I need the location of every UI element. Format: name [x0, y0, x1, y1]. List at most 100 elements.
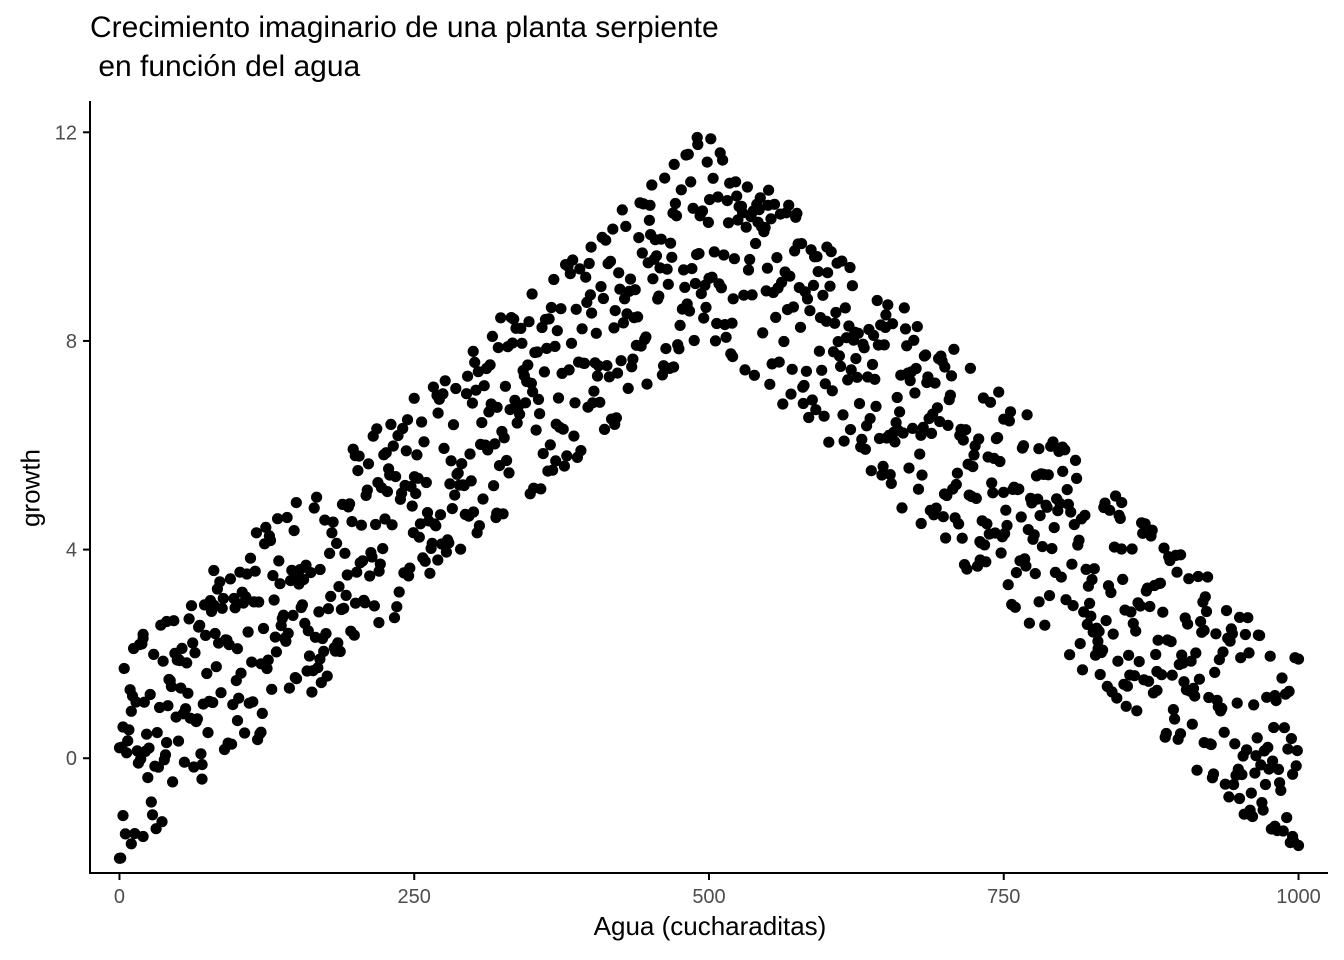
data-point [1133, 656, 1145, 668]
data-point [281, 511, 293, 524]
data-point [685, 176, 697, 188]
data-point [721, 195, 733, 207]
data-point [366, 551, 378, 563]
data-point [1251, 732, 1263, 744]
data-point [137, 830, 149, 843]
data-point [332, 637, 344, 649]
data-point [817, 289, 829, 301]
data-point [1104, 504, 1116, 516]
data-point [583, 257, 595, 270]
data-point [974, 554, 986, 566]
data-point [865, 465, 877, 477]
data-point [250, 527, 262, 539]
data-point [968, 449, 980, 461]
data-point [616, 204, 628, 216]
data-point [217, 592, 229, 605]
data-point [1039, 619, 1051, 631]
data-point [973, 433, 985, 445]
data-point [1114, 512, 1126, 525]
data-point [591, 370, 604, 382]
data-point [142, 772, 154, 784]
data-point [1066, 558, 1078, 570]
data-point [446, 503, 458, 515]
data-point [1248, 699, 1260, 711]
data-point [514, 408, 526, 420]
data-point [601, 360, 613, 372]
data-point [1116, 497, 1128, 509]
data-point [452, 467, 464, 479]
data-point [604, 255, 617, 267]
data-point [620, 220, 632, 232]
data-point [306, 686, 318, 698]
data-point [776, 276, 788, 288]
data-point [327, 516, 339, 528]
data-point [937, 511, 949, 523]
x-tick-label: 500 [692, 886, 725, 908]
data-point [929, 377, 941, 389]
data-point [1115, 543, 1128, 555]
data-point [1146, 524, 1158, 536]
data-point [262, 654, 274, 666]
data-point [731, 190, 743, 202]
data-point [691, 131, 703, 144]
data-point [444, 478, 456, 490]
data-point [465, 475, 477, 487]
data-point [665, 237, 677, 249]
data-point [765, 213, 777, 225]
data-point [1093, 625, 1105, 638]
data-point [609, 305, 621, 317]
data-point [644, 199, 656, 211]
data-point [552, 392, 565, 404]
data-point [586, 307, 598, 319]
data-point [331, 537, 343, 550]
data-point [516, 337, 528, 349]
data-point [538, 366, 551, 378]
data-point [633, 232, 645, 244]
data-point [688, 334, 700, 347]
data-point [545, 301, 558, 314]
data-point [740, 221, 752, 233]
data-point [196, 773, 208, 785]
data-point [993, 386, 1005, 398]
data-point [544, 439, 556, 451]
data-point [1226, 628, 1238, 640]
data-point [981, 518, 993, 530]
data-point [594, 396, 606, 408]
data-point [1017, 440, 1030, 452]
data-point [491, 401, 503, 413]
data-point [1166, 669, 1178, 681]
data-point [741, 181, 754, 193]
data-point [1174, 728, 1187, 740]
data-point [1220, 605, 1233, 617]
data-point [341, 569, 353, 581]
data-point [411, 449, 423, 461]
data-point [1156, 669, 1168, 681]
data-point [455, 543, 467, 555]
data-point [489, 438, 501, 450]
data-point [1259, 778, 1272, 791]
data-point [796, 238, 808, 250]
data-point [511, 417, 523, 429]
data-point [1198, 624, 1210, 637]
data-point [1229, 738, 1241, 750]
data-point [1067, 600, 1079, 612]
data-point [195, 748, 207, 760]
data-point [574, 263, 586, 275]
data-point [1233, 792, 1246, 805]
data-point [388, 612, 401, 624]
data-point [338, 602, 350, 615]
data-point [925, 427, 938, 439]
data-point [783, 199, 795, 211]
data-point [876, 469, 888, 481]
data-point [1065, 506, 1077, 518]
data-point [647, 273, 659, 285]
data-point [290, 673, 303, 685]
data-point [467, 506, 480, 518]
data-point [311, 491, 323, 503]
data-point [1071, 472, 1083, 484]
data-point [804, 305, 816, 317]
data-point [1059, 444, 1071, 456]
data-point [290, 497, 302, 509]
data-point [557, 423, 569, 435]
data-point [1278, 722, 1290, 734]
